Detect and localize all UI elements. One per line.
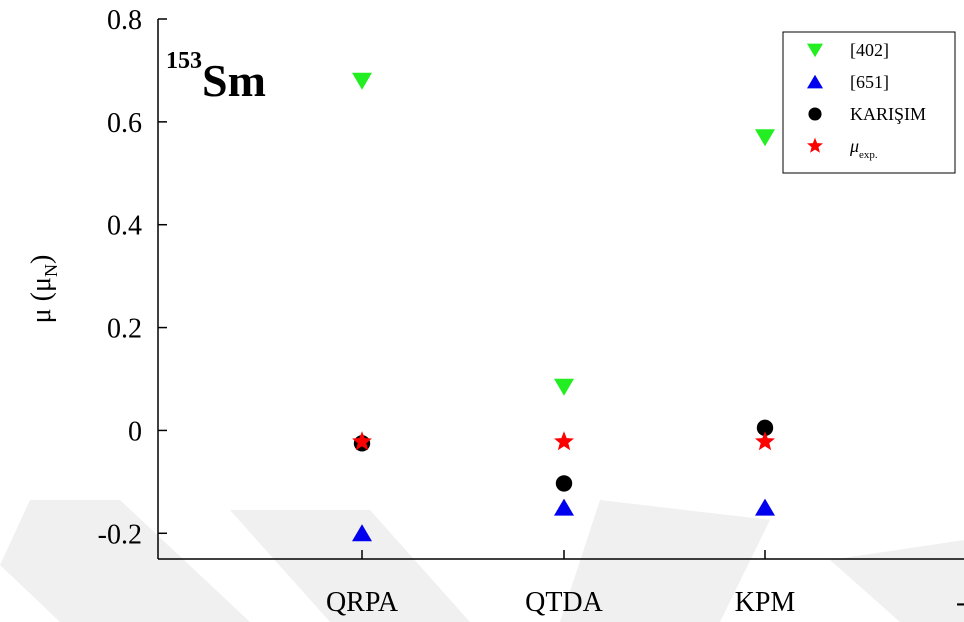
chart-title: 153Sm	[166, 48, 266, 106]
legend-marker	[808, 107, 822, 121]
y-tick-label: 0.4	[107, 211, 142, 242]
data-point	[352, 431, 372, 451]
x-tick-label: QRPA	[326, 587, 399, 618]
data-points	[352, 72, 775, 542]
title-superscript: 153	[166, 48, 202, 74]
data-point	[554, 431, 574, 451]
x-tick-label: KPM	[735, 587, 796, 618]
y-axis-label: μ (μN)	[26, 255, 61, 324]
data-point	[756, 419, 774, 437]
y-tick-label: -0.2	[98, 519, 142, 550]
y-tick-label: 0.8	[107, 5, 142, 36]
y-label-subscript: N	[41, 264, 61, 277]
data-point	[555, 475, 573, 492]
y-tick-label: 0.6	[107, 108, 142, 139]
legend-marker	[807, 137, 823, 153]
x-tick-label-extra: -	[956, 587, 964, 618]
y-tick-label: 0.2	[107, 314, 142, 345]
data-point	[755, 431, 775, 451]
y-label-main: μ (μ	[26, 277, 57, 323]
data-point	[352, 72, 372, 90]
data-point	[755, 129, 775, 147]
legend: [402] [651] KARIŞIM μexp.	[782, 31, 956, 174]
legend-marker	[807, 74, 823, 89]
data-point	[352, 524, 372, 542]
title-element: Sm	[202, 55, 266, 106]
data-point	[755, 498, 775, 516]
x-axis-ticks: QRPA QTDA KPM -	[326, 550, 964, 618]
legend-label: KARIŞIM	[850, 104, 926, 124]
data-point	[554, 378, 574, 396]
x-tick-label: QTDA	[525, 587, 604, 618]
y-axis-ticks: -0.2 0 0.2 0.4 0.6 0.8	[98, 5, 167, 550]
y-label-close: )	[26, 255, 57, 264]
legend-label: [402]	[850, 40, 889, 60]
y-tick-label: 0	[128, 416, 142, 447]
legend-marker	[807, 43, 823, 58]
data-point	[554, 498, 574, 516]
legend-label: [651]	[850, 72, 889, 92]
legend-label: μexp.	[849, 136, 878, 161]
